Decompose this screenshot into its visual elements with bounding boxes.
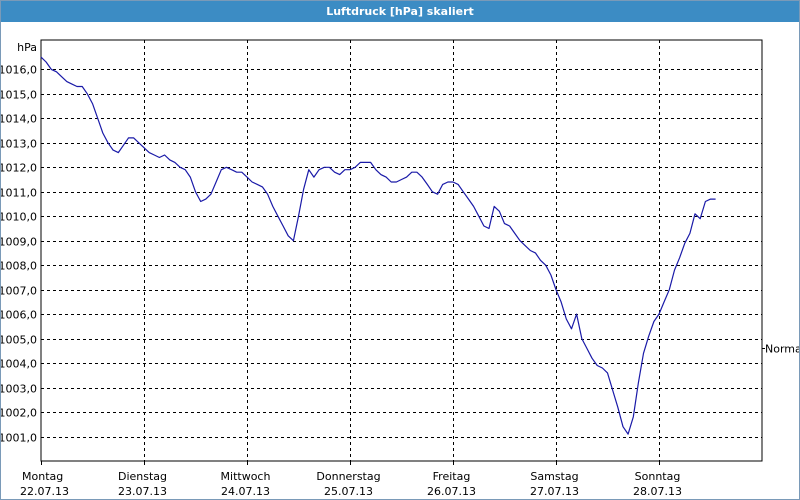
y-tick-label: 1012,0 (1, 162, 37, 175)
plot-frame (40, 39, 763, 462)
y-tick-label: 1003,0 (1, 383, 37, 396)
x-tick-date: 23.07.13 (118, 485, 167, 498)
x-tick-date: 28.07.13 (633, 485, 682, 498)
x-tick-weekday: Samstag (530, 470, 578, 483)
window-title: Luftdruck [hPa] skaliert (1, 1, 799, 22)
y-tick-label: 1006,0 (1, 309, 37, 322)
pressure-series-line (40, 56, 716, 435)
y-tick-label: 1005,0 (1, 334, 37, 347)
y-tick-label: 1014,0 (1, 113, 37, 126)
x-tick-weekday: Freitag (433, 470, 471, 483)
y-tick-label: 1016,0 (1, 64, 37, 77)
x-tick-date: 22.07.13 (20, 485, 69, 498)
y-tick-label: 1011,0 (1, 187, 37, 200)
x-tick-date: 26.07.13 (427, 485, 476, 498)
y-tick-label: 1001,0 (1, 432, 37, 445)
y-axis-label: hPa (17, 41, 37, 54)
x-tick-weekday: Montag (22, 470, 63, 483)
x-tick-weekday: Dienstag (118, 470, 167, 483)
x-tick-weekday: Donnerstag (316, 470, 380, 483)
y-tick-label: 1013,0 (1, 138, 37, 151)
y-tick-label: 1007,0 (1, 285, 37, 298)
x-tick-date: 24.07.13 (221, 485, 270, 498)
y-tick-label: 1004,0 (1, 358, 37, 371)
x-tick-weekday: Sonntag (635, 470, 681, 483)
normal-label: Normal (765, 343, 799, 356)
y-tick-label: 1002,0 (1, 407, 37, 420)
y-tick-label: 1010,0 (1, 211, 37, 224)
y-tick-label: 1009,0 (1, 236, 37, 249)
x-tick-date: 25.07.13 (324, 485, 373, 498)
x-tick-date: 27.07.13 (530, 485, 579, 498)
y-tick-label: 1008,0 (1, 260, 37, 273)
y-tick-label: 1015,0 (1, 89, 37, 102)
x-tick-weekday: Mittwoch (221, 470, 271, 483)
